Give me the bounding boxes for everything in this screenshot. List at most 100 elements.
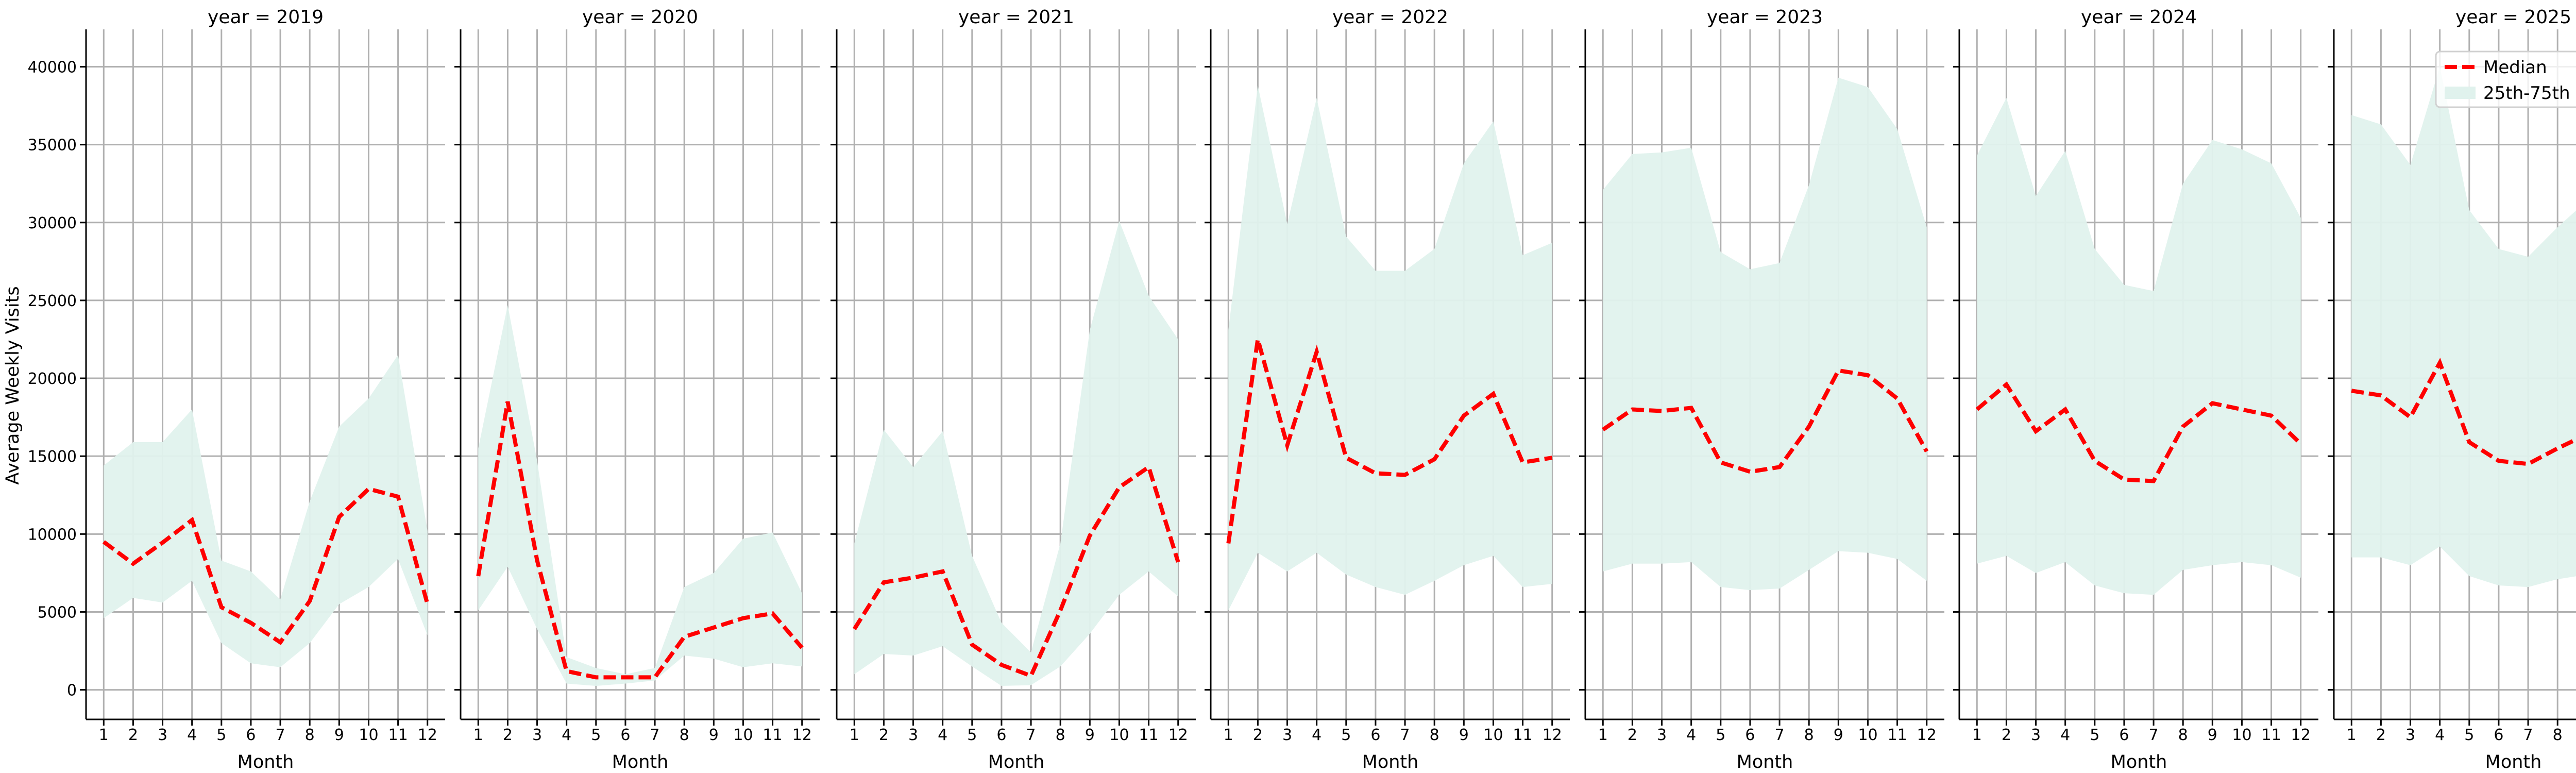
x-tick-label: 2	[879, 726, 889, 744]
x-tick-label: 9	[334, 726, 344, 744]
median-line	[1602, 368, 1929, 474]
x-tick-label: 9	[1834, 726, 1843, 744]
median-line	[1975, 381, 2302, 483]
x-tick-label: 4	[2060, 726, 2070, 744]
x-tick-label: 7	[2523, 726, 2533, 744]
percentile-band	[104, 355, 428, 667]
x-tick-label: 11	[1139, 726, 1158, 744]
y-tick-label: 10000	[28, 526, 77, 544]
x-tick-label: 4	[1312, 726, 1321, 744]
x-tick-label: 6	[1745, 726, 1755, 744]
x-tick-label: 2	[128, 726, 138, 744]
x-tick-label: 7	[1400, 726, 1410, 744]
legend-median-label: Median	[2483, 57, 2547, 78]
x-tick-label: 1	[99, 726, 109, 744]
median-line	[476, 401, 804, 680]
x-tick-label: 1	[2347, 726, 2357, 744]
x-tick-label: 3	[2405, 726, 2415, 744]
x-tick-label: 5	[1341, 726, 1351, 744]
x-tick-label: 8	[2553, 726, 2563, 744]
x-tick-label: 11	[762, 726, 782, 744]
x-tick-label: 12	[2291, 726, 2311, 744]
x-axis-label: Month	[1737, 752, 1793, 772]
x-tick-label: 8	[1056, 726, 1065, 744]
x-tick-label: 4	[938, 726, 947, 744]
x-tick-label: 10	[1109, 726, 1129, 744]
x-tick-label: 2	[2376, 726, 2386, 744]
x-tick-label: 11	[1887, 726, 1907, 744]
panel-title: year = 2024	[2081, 7, 2197, 28]
y-tick-label: 20000	[28, 370, 77, 388]
x-tick-label: 4	[187, 726, 197, 744]
x-tick-label: 10	[733, 726, 753, 744]
x-tick-label: 2	[2002, 726, 2011, 744]
y-tick-label: 25000	[28, 292, 77, 310]
x-tick-label: 12	[1917, 726, 1937, 744]
x-tick-label: 12	[418, 726, 437, 744]
y-tick-label: 0	[67, 682, 77, 700]
x-tick-label: 6	[620, 726, 630, 744]
x-tick-label: 2	[1253, 726, 1263, 744]
panel-title: year = 2023	[1707, 7, 1823, 28]
x-tick-label: 1	[473, 726, 483, 744]
x-tick-label: 2	[503, 726, 513, 744]
median-line	[1226, 339, 1553, 544]
x-tick-label: 12	[1543, 726, 1562, 744]
x-tick-label: 12	[792, 726, 812, 744]
x-tick-label: 10	[2232, 726, 2251, 744]
x-tick-label: 1	[1972, 726, 1982, 744]
x-tick-label: 7	[276, 726, 285, 744]
percentile-band	[854, 221, 1178, 686]
x-tick-label: 7	[2149, 726, 2159, 744]
x-tick-label: 5	[2464, 726, 2474, 744]
x-axis-label: Month	[2485, 752, 2542, 772]
x-axis-label: Month	[2111, 752, 2167, 772]
y-tick-label: 15000	[28, 448, 77, 466]
panels: 0 5000 10000 15000 20000 25000 30000 35000 40000…	[28, 7, 2576, 772]
y-tick-label: 40000	[28, 59, 77, 77]
x-tick-label: 11	[388, 726, 408, 744]
x-axis-label: Month	[238, 752, 294, 772]
panel-title: year = 2021	[958, 7, 1074, 28]
x-tick-label: 11	[2261, 726, 2281, 744]
percentile-band	[2351, 66, 2576, 587]
x-tick-label: 8	[305, 726, 315, 744]
x-tick-label: 6	[246, 726, 256, 744]
x-tick-label: 2	[1628, 726, 1637, 744]
x-tick-label: 3	[908, 726, 918, 744]
y-tick-label: 30000	[28, 214, 77, 232]
x-tick-label: 4	[2435, 726, 2445, 744]
x-tick-label: 10	[1483, 726, 1503, 744]
panel-title: year = 2025	[2455, 7, 2571, 28]
x-tick-label: 5	[967, 726, 977, 744]
percentile-band	[1977, 97, 2301, 595]
x-tick-label: 3	[532, 726, 542, 744]
x-tick-label: 6	[2494, 726, 2503, 744]
x-tick-label: 10	[1858, 726, 1877, 744]
x-tick-label: 8	[2178, 726, 2188, 744]
x-tick-label: 1	[1224, 726, 1233, 744]
x-tick-label: 3	[1282, 726, 1292, 744]
x-tick-label: 9	[1085, 726, 1095, 744]
y-tick-label: 35000	[28, 137, 77, 155]
y-tick-label: 5000	[38, 603, 77, 621]
x-tick-label: 8	[680, 726, 689, 744]
x-tick-label: 7	[1026, 726, 1036, 744]
y-axis-label: Average Weekly Visits	[3, 286, 23, 484]
x-tick-label: 6	[1370, 726, 1380, 744]
x-tick-label: 8	[1430, 726, 1439, 744]
median-line	[102, 486, 430, 645]
panel-title: year = 2019	[208, 7, 324, 28]
panel-title: year = 2022	[1332, 7, 1448, 28]
x-tick-label: 1	[1598, 726, 1608, 744]
x-tick-label: 5	[1716, 726, 1725, 744]
x-tick-label: 4	[562, 726, 571, 744]
x-tick-label: 9	[1459, 726, 1469, 744]
x-tick-label: 9	[2208, 726, 2217, 744]
x-tick-label: 12	[1168, 726, 1188, 744]
legend-band-label: 25th-75th Percentile	[2483, 83, 2576, 104]
x-tick-label: 7	[1775, 726, 1785, 744]
